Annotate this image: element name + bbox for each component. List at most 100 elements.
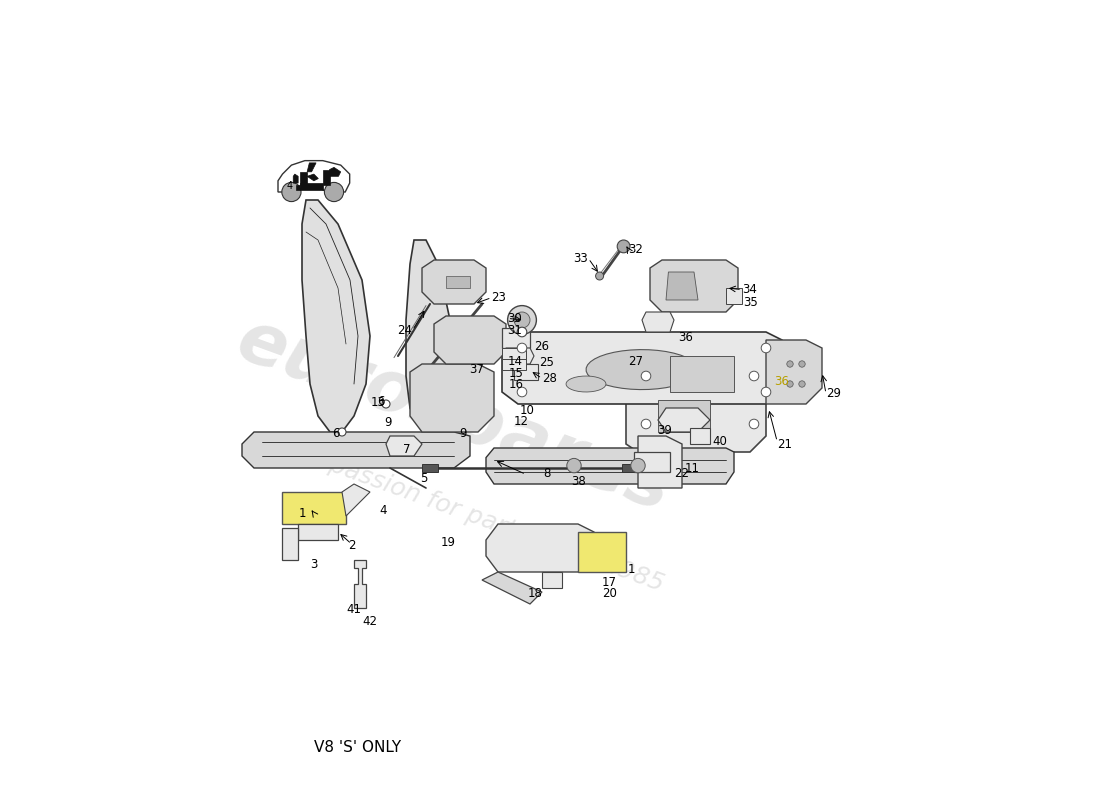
Polygon shape (486, 448, 734, 484)
Circle shape (507, 306, 537, 334)
Text: 7: 7 (403, 443, 410, 456)
Text: 10: 10 (519, 404, 535, 417)
Text: 36: 36 (774, 375, 789, 388)
Text: 38: 38 (572, 475, 586, 488)
Polygon shape (342, 484, 370, 516)
Polygon shape (502, 348, 534, 364)
Polygon shape (626, 356, 766, 452)
Text: 1: 1 (628, 563, 635, 576)
Polygon shape (486, 524, 594, 572)
Polygon shape (502, 328, 530, 348)
Text: 42: 42 (363, 615, 377, 628)
Polygon shape (446, 276, 470, 288)
Circle shape (517, 343, 527, 353)
Circle shape (514, 312, 530, 328)
Polygon shape (422, 464, 438, 472)
Text: 9: 9 (460, 427, 467, 440)
Polygon shape (502, 348, 526, 360)
Polygon shape (302, 200, 370, 432)
Polygon shape (307, 174, 318, 181)
Text: 15: 15 (508, 367, 524, 380)
Circle shape (761, 343, 771, 353)
Polygon shape (766, 340, 822, 404)
Polygon shape (422, 260, 486, 304)
Circle shape (382, 400, 390, 408)
Text: 8: 8 (543, 467, 551, 480)
Text: 14: 14 (507, 355, 522, 368)
Polygon shape (278, 161, 350, 192)
Text: 31: 31 (507, 324, 522, 337)
Polygon shape (666, 272, 698, 300)
Text: 4: 4 (379, 504, 387, 517)
Polygon shape (406, 240, 450, 424)
Polygon shape (386, 436, 422, 456)
Polygon shape (586, 350, 698, 390)
Text: 21: 21 (778, 438, 792, 450)
Text: 33: 33 (574, 252, 589, 265)
Text: 1: 1 (298, 507, 306, 520)
Polygon shape (410, 364, 494, 432)
Polygon shape (482, 572, 542, 604)
Polygon shape (690, 428, 710, 444)
Text: 29: 29 (826, 387, 842, 400)
Circle shape (595, 272, 604, 280)
Circle shape (799, 361, 805, 367)
Polygon shape (658, 400, 710, 432)
Text: a passion for parts since 1985: a passion for parts since 1985 (305, 444, 668, 596)
Circle shape (566, 458, 581, 473)
Text: 20: 20 (602, 587, 617, 600)
Polygon shape (658, 408, 710, 432)
Text: 3: 3 (310, 558, 318, 570)
Circle shape (617, 240, 630, 253)
Polygon shape (542, 572, 562, 588)
Polygon shape (434, 316, 506, 364)
Text: 19: 19 (441, 536, 455, 549)
Text: 36: 36 (678, 331, 693, 344)
Polygon shape (642, 312, 674, 332)
Text: 37: 37 (470, 363, 484, 376)
Circle shape (799, 381, 805, 387)
Circle shape (749, 371, 759, 381)
Text: 40: 40 (713, 435, 727, 448)
Polygon shape (578, 532, 626, 572)
Polygon shape (282, 528, 298, 560)
Circle shape (630, 458, 646, 473)
Text: 13: 13 (371, 396, 386, 409)
Polygon shape (322, 170, 330, 186)
Text: 12: 12 (514, 415, 529, 428)
Circle shape (324, 182, 343, 202)
Text: 30: 30 (507, 312, 522, 325)
Text: 5: 5 (420, 472, 428, 485)
Polygon shape (330, 167, 341, 176)
Text: 27: 27 (628, 355, 643, 368)
Text: 23: 23 (492, 291, 506, 304)
Text: 4: 4 (286, 182, 293, 191)
Circle shape (786, 361, 793, 367)
Circle shape (517, 327, 527, 337)
Polygon shape (650, 260, 738, 312)
Polygon shape (621, 464, 638, 472)
Text: 6: 6 (332, 427, 340, 440)
Polygon shape (502, 359, 526, 370)
Text: 39: 39 (658, 424, 672, 437)
Polygon shape (307, 163, 316, 172)
Text: eurospares: eurospares (228, 306, 681, 526)
Text: 16: 16 (508, 378, 524, 390)
Text: 25: 25 (540, 356, 554, 369)
Polygon shape (726, 288, 742, 304)
Text: 26: 26 (534, 340, 549, 353)
Circle shape (761, 387, 771, 397)
Polygon shape (638, 436, 682, 488)
Text: 18: 18 (528, 587, 542, 600)
Circle shape (786, 381, 793, 387)
Circle shape (282, 182, 301, 202)
Text: V8 'S' ONLY: V8 'S' ONLY (315, 741, 402, 755)
Text: 22: 22 (674, 467, 689, 480)
Text: 9: 9 (384, 416, 392, 429)
Text: 24: 24 (397, 324, 412, 337)
Text: 34: 34 (742, 283, 757, 296)
Polygon shape (242, 432, 470, 468)
Polygon shape (282, 492, 346, 524)
Polygon shape (298, 524, 338, 540)
Polygon shape (502, 332, 782, 404)
